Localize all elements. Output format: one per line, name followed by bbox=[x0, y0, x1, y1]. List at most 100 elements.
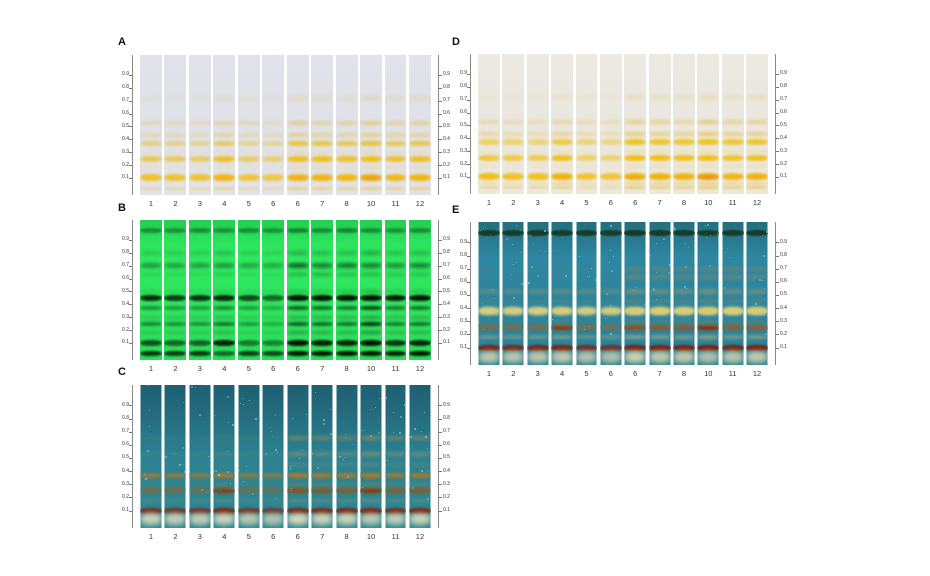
uv-speckle bbox=[290, 467, 292, 469]
lane bbox=[721, 54, 744, 194]
tlc-band bbox=[673, 274, 695, 279]
rf-tick-label: 0.8 bbox=[443, 84, 450, 91]
rf-axis-tick bbox=[776, 86, 779, 88]
lane bbox=[551, 222, 573, 365]
uv-speckle bbox=[205, 385, 207, 387]
tlc-band bbox=[311, 321, 334, 326]
tlc-band bbox=[140, 250, 162, 255]
tlc-band bbox=[164, 120, 187, 125]
tlc-band bbox=[262, 315, 285, 319]
tlc-band bbox=[384, 174, 407, 182]
tlc-band bbox=[213, 306, 236, 311]
uv-speckle bbox=[764, 297, 766, 299]
tlc-band bbox=[164, 133, 187, 138]
lane bbox=[237, 385, 260, 528]
tlc-band bbox=[746, 230, 768, 237]
tlc-band bbox=[478, 149, 500, 153]
uv-speckle bbox=[347, 475, 350, 478]
tlc-band bbox=[237, 133, 260, 138]
tlc-band bbox=[311, 289, 334, 293]
tlc-band bbox=[673, 319, 695, 323]
tlc-band bbox=[140, 339, 162, 346]
lane bbox=[311, 385, 334, 528]
tlc-band bbox=[237, 436, 260, 441]
tlc-band bbox=[311, 498, 334, 502]
rf-tick-label: 0.4 bbox=[122, 467, 129, 474]
tlc-band bbox=[140, 150, 162, 154]
tlc-band bbox=[140, 96, 162, 101]
uv-speckle bbox=[388, 473, 390, 475]
tlc-band bbox=[213, 498, 236, 502]
tlc-band bbox=[213, 140, 236, 146]
uv-speckle bbox=[425, 436, 428, 439]
tlc-band bbox=[408, 488, 431, 493]
tlc-band bbox=[575, 350, 598, 363]
lane-number: 2 bbox=[173, 364, 178, 373]
uv-speckle bbox=[709, 234, 711, 236]
tlc-band bbox=[648, 193, 671, 194]
uv-speckle bbox=[336, 482, 338, 484]
tlc-band bbox=[551, 181, 573, 185]
lane bbox=[286, 385, 309, 528]
tlc-band bbox=[384, 513, 407, 526]
uv-speckle bbox=[146, 449, 149, 452]
uv-speckle bbox=[232, 488, 234, 490]
rf-tick-label: 0.5 bbox=[460, 291, 467, 298]
tlc-band bbox=[384, 507, 407, 514]
tlc-band bbox=[164, 166, 187, 170]
tlc-band bbox=[746, 325, 768, 331]
tlc-band bbox=[408, 150, 431, 154]
rf-tick-label: 0.6 bbox=[122, 110, 129, 116]
tlc-band bbox=[575, 119, 598, 124]
tlc-band bbox=[673, 193, 695, 194]
rf-axis-tick bbox=[129, 252, 132, 254]
lane-strip-row bbox=[478, 222, 768, 365]
rf-tick-label: 0.3 bbox=[122, 480, 129, 487]
tlc-band bbox=[502, 95, 525, 100]
tlc-band bbox=[526, 319, 549, 323]
uv-speckle bbox=[336, 415, 338, 417]
uv-speckle bbox=[147, 385, 148, 387]
rf-tick-label: 0.2 bbox=[460, 160, 467, 167]
tlc-band bbox=[140, 194, 162, 195]
tlc-band bbox=[384, 263, 407, 269]
rf-axis-tick bbox=[467, 334, 470, 336]
uv-speckle bbox=[392, 411, 394, 413]
tlc-band bbox=[188, 463, 211, 466]
lane-number: 12 bbox=[415, 199, 425, 208]
tlc-band bbox=[526, 132, 549, 137]
uv-speckle bbox=[588, 276, 590, 278]
uv-speckle bbox=[269, 426, 271, 428]
tlc-band bbox=[408, 140, 431, 146]
lane bbox=[408, 220, 431, 360]
rf-axis-tick bbox=[776, 99, 779, 101]
uv-speckle bbox=[698, 318, 700, 320]
rf-axis-line bbox=[438, 55, 439, 195]
panel-label-E: E bbox=[452, 204, 460, 216]
lane bbox=[360, 55, 383, 195]
tlc-band bbox=[140, 273, 162, 277]
rf-tick-label: 0.8 bbox=[780, 252, 787, 258]
rf-axis-line bbox=[132, 385, 133, 528]
tlc-band bbox=[746, 300, 768, 303]
tlc-band bbox=[384, 155, 407, 162]
tlc-band bbox=[408, 175, 431, 180]
lane bbox=[213, 55, 236, 195]
tlc-band bbox=[624, 350, 647, 363]
tlc-band bbox=[237, 452, 260, 456]
tlc-band bbox=[408, 436, 431, 441]
tlc-band bbox=[262, 155, 285, 162]
lane bbox=[746, 54, 768, 194]
tlc-band bbox=[237, 250, 260, 255]
tlc-band bbox=[360, 472, 383, 478]
rf-tick-label: 0.9 bbox=[443, 401, 450, 408]
tlc-band bbox=[502, 181, 525, 185]
uv-speckle bbox=[513, 297, 516, 300]
tlc-band bbox=[140, 436, 162, 441]
tlc-band bbox=[335, 174, 358, 182]
tlc-band bbox=[624, 119, 647, 124]
tlc-band bbox=[262, 488, 285, 494]
uv-speckle bbox=[643, 313, 645, 315]
uv-speckle bbox=[708, 265, 711, 268]
tlc-band bbox=[408, 331, 431, 335]
